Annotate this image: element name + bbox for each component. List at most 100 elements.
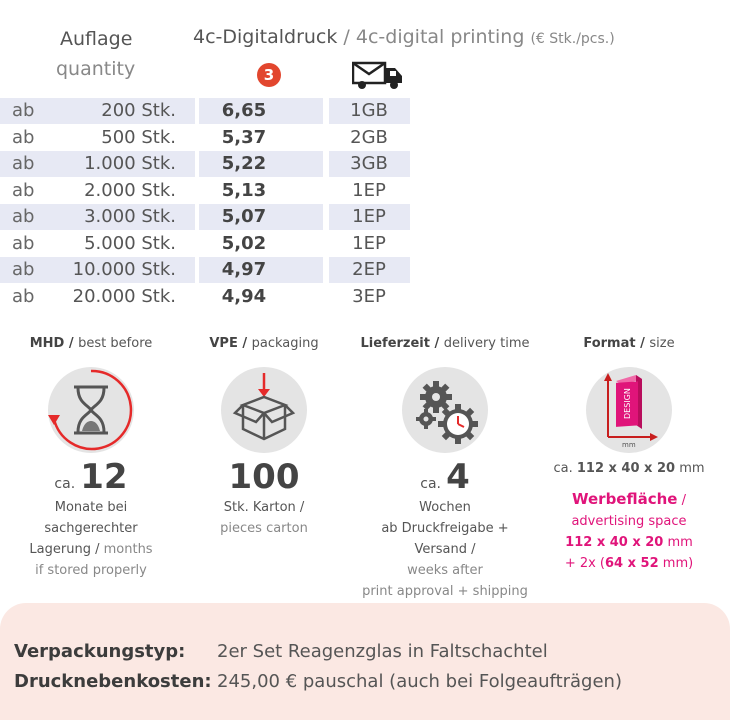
footer-label-costs: Drucknebenkosten:: [14, 671, 212, 692]
row-quantity: 20.000 Stk.: [72, 285, 176, 307]
row-quantity: 2.000 Stk.: [84, 179, 176, 201]
format-title: Format / size: [539, 336, 719, 351]
delivery-ca: ca.: [420, 476, 441, 492]
row-shipping: 1EP: [352, 232, 386, 254]
table-row: ab 20.000 Stk. 4,94 3EP: [0, 284, 410, 310]
row-ab-label: ab: [12, 206, 35, 227]
delivery-title: Lieferzeit / delivery time: [355, 336, 535, 351]
vpe-description: Stk. Karton / pieces carton: [174, 497, 354, 539]
row-quantity: 5.000 Stk.: [84, 232, 176, 254]
format-dims-ca: ca.: [553, 461, 573, 476]
mhd-title: MHD / best before: [1, 336, 181, 351]
format-icon-unit: mm: [622, 441, 636, 449]
table-row: ab 5.000 Stk. 5,02 1EP: [0, 231, 410, 257]
row-price: 4,94: [221, 285, 267, 307]
mhd-description: Monate bei sachgerechter Lagerung / mont…: [1, 497, 181, 581]
row-ab-label: ab: [12, 259, 35, 280]
delivery-description: Wochen ab Druckfreigabe + Versand / week…: [355, 497, 535, 602]
row-shipping: 2EP: [352, 259, 386, 280]
print-unit: (€ Stk./pcs.): [530, 31, 615, 47]
format-dims-unit: mm: [679, 461, 705, 476]
format-ad-en: advertising space: [571, 514, 687, 529]
row-price: 5,37: [221, 126, 267, 148]
delivery-line4-en: print approval + shipping: [362, 584, 528, 599]
format-dims-value: 112 x 40 x 20: [576, 461, 676, 476]
vpe-title: VPE / packaging: [174, 336, 354, 351]
row-price: 5,13: [221, 179, 267, 201]
format-ad-unit2: mm): [662, 556, 694, 571]
gears-clock-icon: [402, 367, 488, 453]
mhd-line2: sachgerechter: [44, 521, 138, 536]
delivery-number: 4: [446, 457, 470, 497]
info-vpe: VPE / packaging 100 Stk. Karton / pieces…: [174, 336, 354, 539]
info-mhd: MHD / best before ca. 12 Monate bei sach…: [1, 336, 181, 581]
column-header-auflage: Auflage: [60, 28, 133, 50]
mhd-line1: Monate bei: [54, 500, 128, 515]
format-title-de: Format /: [583, 336, 645, 351]
row-ab-label: ab: [12, 100, 35, 121]
mhd-line3-de: Lagerung /: [29, 542, 100, 557]
table-row: ab 200 Stk. 6,65 1GB: [0, 98, 410, 124]
info-format: Format / size DESIGN mm ca. 112 x 40 x 2…: [539, 336, 719, 574]
mhd-title-en: best before: [78, 336, 153, 351]
row-shipping: 1GB: [350, 100, 388, 121]
row-price: 5,22: [221, 153, 267, 174]
row-shipping: 3GB: [350, 153, 388, 174]
footer-label-packaging: Verpackungstyp:: [14, 641, 186, 662]
vpe-number: 100: [228, 457, 300, 497]
row-price: 5,02: [221, 232, 267, 254]
table-row: ab 1.000 Stk. 5,22 3GB: [0, 151, 410, 177]
mhd-ca: ca.: [54, 476, 76, 492]
format-ad-unit1: mm: [667, 535, 693, 550]
footer-panel: Verpackungstyp: 2er Set Reagenzglas in F…: [0, 603, 730, 720]
delivery-line1: Wochen: [419, 500, 471, 515]
format-icon-text: DESIGN: [623, 388, 632, 419]
row-quantity: 3.000 Stk.: [84, 206, 176, 227]
row-price: 4,97: [221, 259, 267, 280]
package-dimensions-icon: DESIGN mm: [586, 367, 672, 453]
footer-value-packaging: 2er Set Reagenzglas in Faltschachtel: [217, 641, 548, 662]
row-ab-label: ab: [12, 285, 35, 307]
format-ad-prefix2: + 2x (: [564, 556, 606, 571]
column-header-print: 4c-Digitaldruck / 4c-digital printing (€…: [193, 26, 615, 48]
format-ad-description: Werbefläche / advertising space 112 x 40…: [539, 489, 719, 574]
vpe-line1: Stk. Karton /: [223, 500, 305, 515]
mhd-number: 12: [80, 457, 128, 497]
table-row: ab 10.000 Stk. 4,97 2EP: [0, 257, 410, 283]
delivery-title-en: delivery time: [443, 336, 530, 351]
row-shipping: 1EP: [352, 206, 386, 227]
info-delivery: Lieferzeit / delivery time: [355, 336, 535, 602]
mhd-line3-en: months: [103, 542, 153, 557]
vpe-title-de: VPE /: [209, 336, 248, 351]
vpe-line2-en: pieces carton: [220, 521, 308, 536]
row-shipping: 2GB: [350, 126, 388, 148]
row-quantity: 10.000 Stk.: [72, 259, 176, 280]
delivery-line2: ab Druckfreigabe + Versand /: [381, 521, 509, 557]
truck-with-envelope-icon: [351, 60, 404, 94]
print-label-de: 4c-Digitaldruck: [193, 26, 338, 48]
table-row: ab 500 Stk. 5,37 2GB: [0, 125, 410, 151]
format-ad-sep: /: [681, 493, 686, 508]
box-icon: [221, 367, 307, 453]
table-row: ab 3.000 Stk. 5,07 1EP: [0, 204, 410, 230]
row-price: 6,65: [221, 100, 267, 121]
row-quantity: 1.000 Stk.: [84, 153, 176, 174]
row-shipping: 1EP: [352, 179, 386, 201]
color-badge: 3: [257, 63, 281, 87]
print-separator: /: [343, 26, 350, 48]
format-ad-de: Werbefläche: [571, 490, 678, 508]
table-row: ab 2.000 Stk. 5,13 1EP: [0, 178, 410, 204]
delivery-line3-en: weeks after: [407, 563, 483, 578]
row-ab-label: ab: [12, 232, 35, 254]
mhd-line4-en: if stored properly: [35, 563, 147, 578]
row-ab-label: ab: [12, 153, 35, 174]
column-header-quantity: quantity: [56, 58, 136, 80]
row-quantity: 500 Stk.: [101, 126, 176, 148]
mhd-title-de: MHD /: [29, 336, 74, 351]
print-label-en: 4c-digital printing: [355, 26, 525, 48]
row-ab-label: ab: [12, 179, 35, 201]
row-quantity: 200 Stk.: [101, 100, 176, 121]
row-shipping: 3EP: [352, 285, 386, 307]
footer-value-costs: 245,00 € pauschal (auch bei Folgeaufträg…: [217, 671, 622, 692]
row-ab-label: ab: [12, 126, 35, 148]
